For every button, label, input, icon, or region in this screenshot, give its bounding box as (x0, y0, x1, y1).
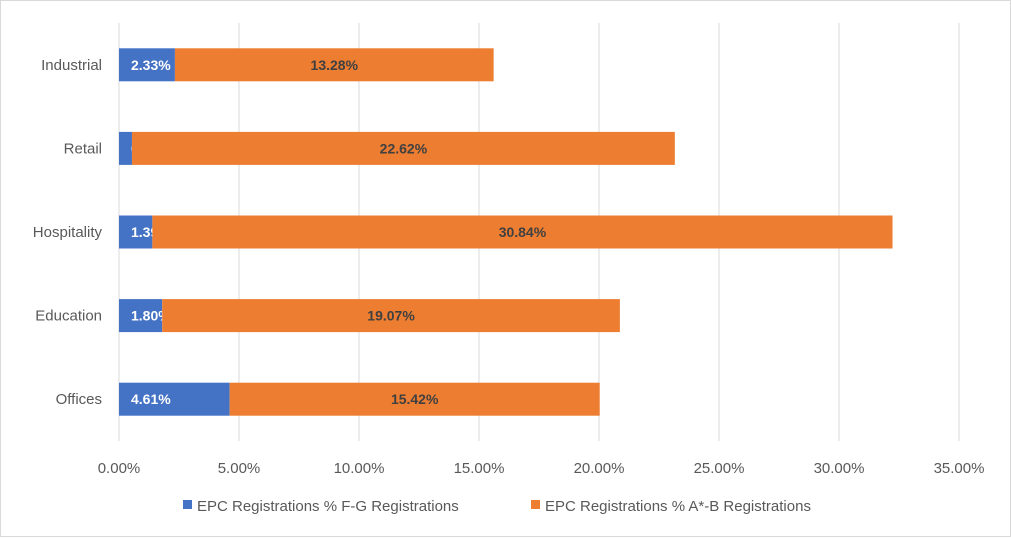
bar-fg (119, 299, 163, 333)
category-label: Retail (64, 140, 102, 157)
bar-fg (119, 382, 230, 416)
data-label: 22.62% (380, 140, 428, 156)
legend-swatch (531, 500, 540, 509)
x-tick-label: 0.00% (98, 460, 141, 477)
x-tick-label: 5.00% (218, 460, 261, 477)
x-tick-label: 35.00% (934, 460, 985, 477)
category-label: Hospitality (33, 224, 103, 241)
x-tick-label: 20.00% (574, 460, 625, 477)
data-label: 13.28% (311, 57, 359, 73)
legend-label: EPC Registrations % F-G Registrations (197, 498, 459, 515)
bar-ab (152, 215, 893, 249)
data-label: 19.07% (367, 308, 415, 324)
bar-fg (119, 215, 153, 249)
legend-label: EPC Registrations % A*-B Registrations (545, 498, 811, 515)
category-label: Offices (56, 391, 102, 408)
data-label: 4.61% (131, 391, 171, 407)
bar-fg (119, 131, 132, 165)
bar-ab (131, 131, 675, 165)
data-label: 1.80% (131, 308, 171, 324)
x-tick-label: 30.00% (814, 460, 865, 477)
data-label: 30.84% (499, 224, 547, 240)
x-tick-label: 15.00% (454, 460, 505, 477)
bar-ab (229, 382, 600, 416)
x-tick-label: 10.00% (334, 460, 385, 477)
bar-ab (174, 48, 494, 82)
category-label: Education (35, 308, 102, 325)
category-label: Industrial (41, 57, 102, 74)
bar-fg (119, 48, 175, 82)
legend-swatch (183, 500, 192, 509)
data-label: 15.42% (391, 391, 439, 407)
x-tick-label: 25.00% (694, 460, 745, 477)
data-label: 2.33% (131, 57, 171, 73)
bar-ab (162, 299, 620, 333)
